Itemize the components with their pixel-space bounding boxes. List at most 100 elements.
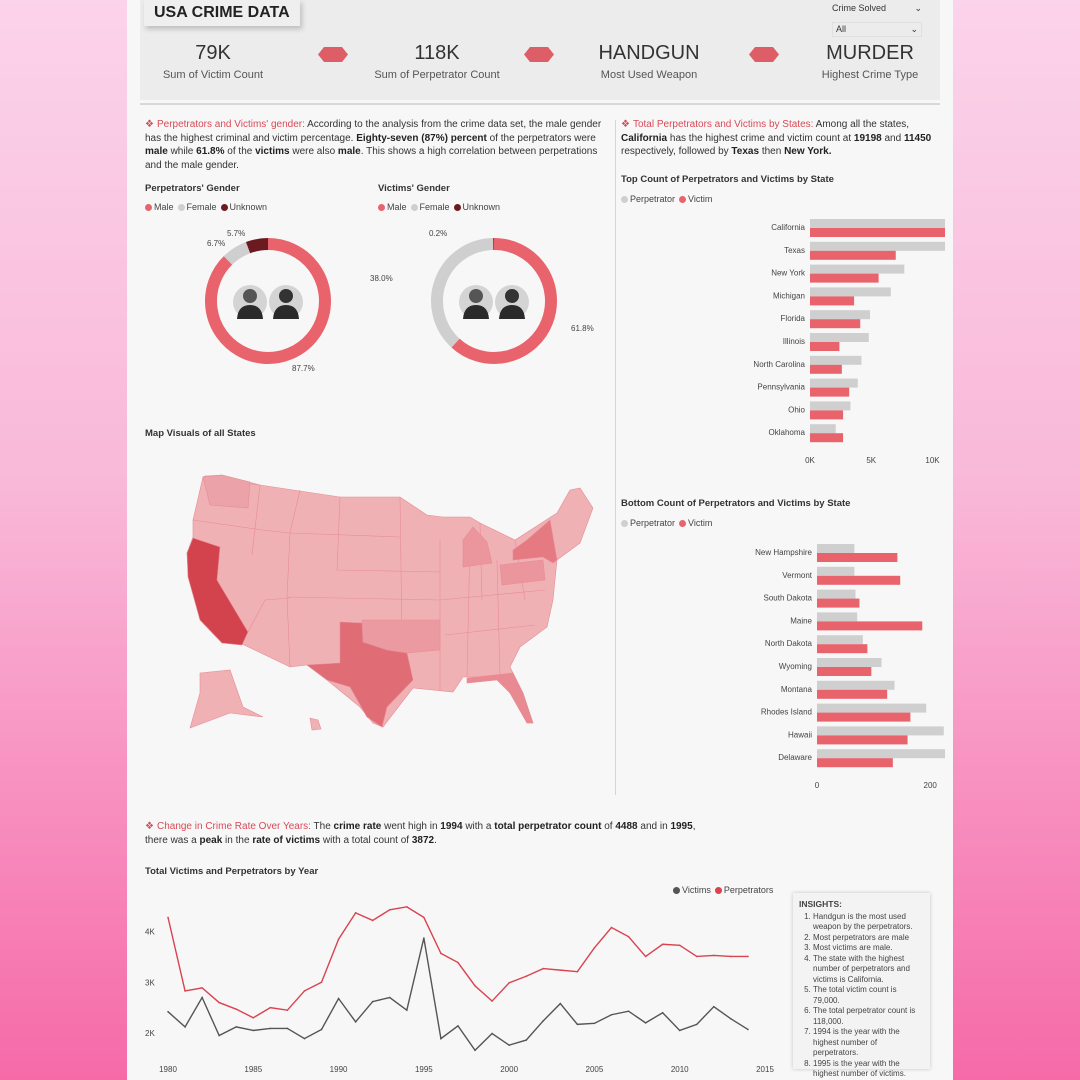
man-avatar-body	[237, 305, 263, 319]
kpi-victim-count: 79K Sum of Victim Count	[128, 42, 298, 81]
text-segment: 19198	[853, 132, 882, 144]
diamond-icon: ❖	[621, 119, 630, 130]
data-point-victims	[713, 1005, 715, 1008]
top-states-legend: Perpetrator Victim	[621, 194, 712, 204]
text-segment: while	[167, 146, 197, 157]
woman-avatar-body	[273, 305, 299, 319]
data-point-perpetrators	[525, 975, 527, 978]
bar-category-label: Texas	[784, 246, 805, 255]
donut-slice-male	[205, 238, 331, 364]
text-segment: then	[759, 146, 785, 157]
data-point-perpetrators	[252, 1016, 255, 1019]
data-point-victims	[525, 1039, 527, 1041]
data-point-victims	[559, 1002, 562, 1005]
data-point-victims	[337, 997, 340, 1000]
data-point-victims	[388, 996, 391, 999]
bar-category-label: Oklahoma	[769, 428, 806, 437]
bar-category-label: Montana	[781, 685, 813, 694]
data-point-perpetrators	[661, 943, 664, 946]
data-point-victims	[235, 1026, 238, 1028]
bar-victim	[817, 735, 908, 745]
data-point-perpetrators	[576, 970, 579, 973]
bar-perpetrator	[810, 401, 851, 411]
text-segment: .	[434, 834, 437, 846]
kpi-label: Most Used Weapon	[600, 69, 698, 81]
insight-item: 1994 is the year with the highest number…	[813, 1027, 924, 1059]
data-point-perpetrators	[423, 916, 425, 919]
bar-perpetrator	[817, 658, 882, 667]
insights-list: Handgun is the most used weapon by the p…	[799, 912, 924, 1080]
map-state-washington	[202, 474, 251, 509]
text-segment: of	[601, 821, 616, 832]
divider	[140, 103, 940, 105]
insight-item: Handgun is the most used weapon by the p…	[813, 912, 924, 933]
bar-perpetrator	[817, 612, 858, 622]
text-segment: 11450	[903, 132, 932, 144]
text-segment: in the	[222, 834, 253, 846]
bar-perpetrator	[810, 264, 905, 274]
bar-perpetrator	[810, 241, 945, 251]
map-state-florida	[466, 672, 534, 724]
crime-solved-filter-label[interactable]: Crime Solved ⌄	[832, 3, 922, 14]
bar-category-label: Florida	[781, 314, 806, 323]
bottom-states-bar-chart: New Hampshire Vermont South Dakota Maine Nor…	[755, 544, 945, 790]
year-line-chart: 2K 3K 4K 1980 1985 1990 1995 2000 2005 2010 2015	[145, 906, 774, 1074]
data-point-perpetrators	[184, 990, 186, 992]
text-segment: 4488	[615, 821, 638, 832]
bar-perpetrator	[817, 703, 927, 713]
data-point-victims	[218, 1034, 220, 1037]
bar-victim	[817, 644, 868, 654]
legend-victim: Victim	[679, 518, 712, 528]
diamond-icon: ❖	[145, 821, 154, 832]
text-segment: with a	[462, 821, 495, 832]
divider	[615, 120, 616, 795]
data-point-perpetrators	[201, 987, 203, 989]
hexagon-icon	[749, 47, 779, 62]
states-analysis-text: ❖ Total Perpetrators and Victims by State…	[621, 118, 941, 159]
x-tick-label: 1990	[330, 1065, 348, 1074]
text-segment: Change in Crime Rate Over Years:	[156, 821, 311, 832]
text-segment: victims	[255, 146, 290, 157]
hexagon-icon	[318, 47, 348, 62]
data-point-victims	[610, 1013, 613, 1016]
data-point-perpetrators	[678, 944, 681, 947]
legend-female: Female	[177, 202, 217, 212]
bar-perpetrator	[810, 424, 836, 434]
data-point-victims	[457, 1025, 459, 1027]
legend-unknown: Unknown	[220, 202, 267, 212]
text-segment: male	[337, 146, 361, 157]
legend-male: Male	[378, 202, 407, 212]
data-point-perpetrators	[713, 954, 715, 957]
bar-category-label: Hawaii	[788, 730, 812, 739]
text-segment: and in	[637, 821, 671, 832]
data-point-perpetrators	[542, 967, 545, 970]
legend-perpetrators: Perpetrators	[714, 885, 773, 895]
insight-item: The total victim count is 79,000.	[813, 985, 924, 1006]
bar-perpetrator	[817, 566, 855, 576]
bar-victim	[810, 387, 850, 397]
man-avatar-head	[469, 289, 483, 303]
data-point-victims	[661, 1011, 664, 1014]
bar-perpetrator	[817, 544, 855, 553]
donut-data-label: 0.2%	[429, 229, 447, 238]
data-point-victims	[695, 1023, 698, 1026]
data-point-perpetrators	[388, 908, 391, 911]
years-analysis-text: ❖ Change in Crime Rate Over Years: The cr…	[145, 820, 705, 847]
bar-category-label: California	[771, 223, 805, 232]
chevron-down-icon: ⌄	[910, 24, 918, 34]
us-map[interactable]	[127, 0, 607, 800]
bar-victim	[810, 410, 844, 420]
victim-gender-legend: Male Female Unknown	[378, 202, 500, 212]
data-point-victims	[542, 1020, 545, 1022]
data-point-victims	[320, 1028, 323, 1031]
data-point-perpetrators	[491, 1000, 493, 1002]
bar-perpetrator	[810, 310, 871, 320]
bar-perpetrator	[810, 287, 891, 297]
crime-solved-dropdown[interactable]: All ⌄	[832, 22, 922, 37]
donut-slice-female	[431, 238, 494, 348]
y-tick-label: 3K	[145, 978, 155, 987]
woman-avatar-head	[279, 289, 293, 303]
data-point-victims	[627, 1010, 630, 1012]
chevron-down-icon: ⌄	[914, 3, 922, 13]
filter-value: All	[836, 24, 847, 34]
